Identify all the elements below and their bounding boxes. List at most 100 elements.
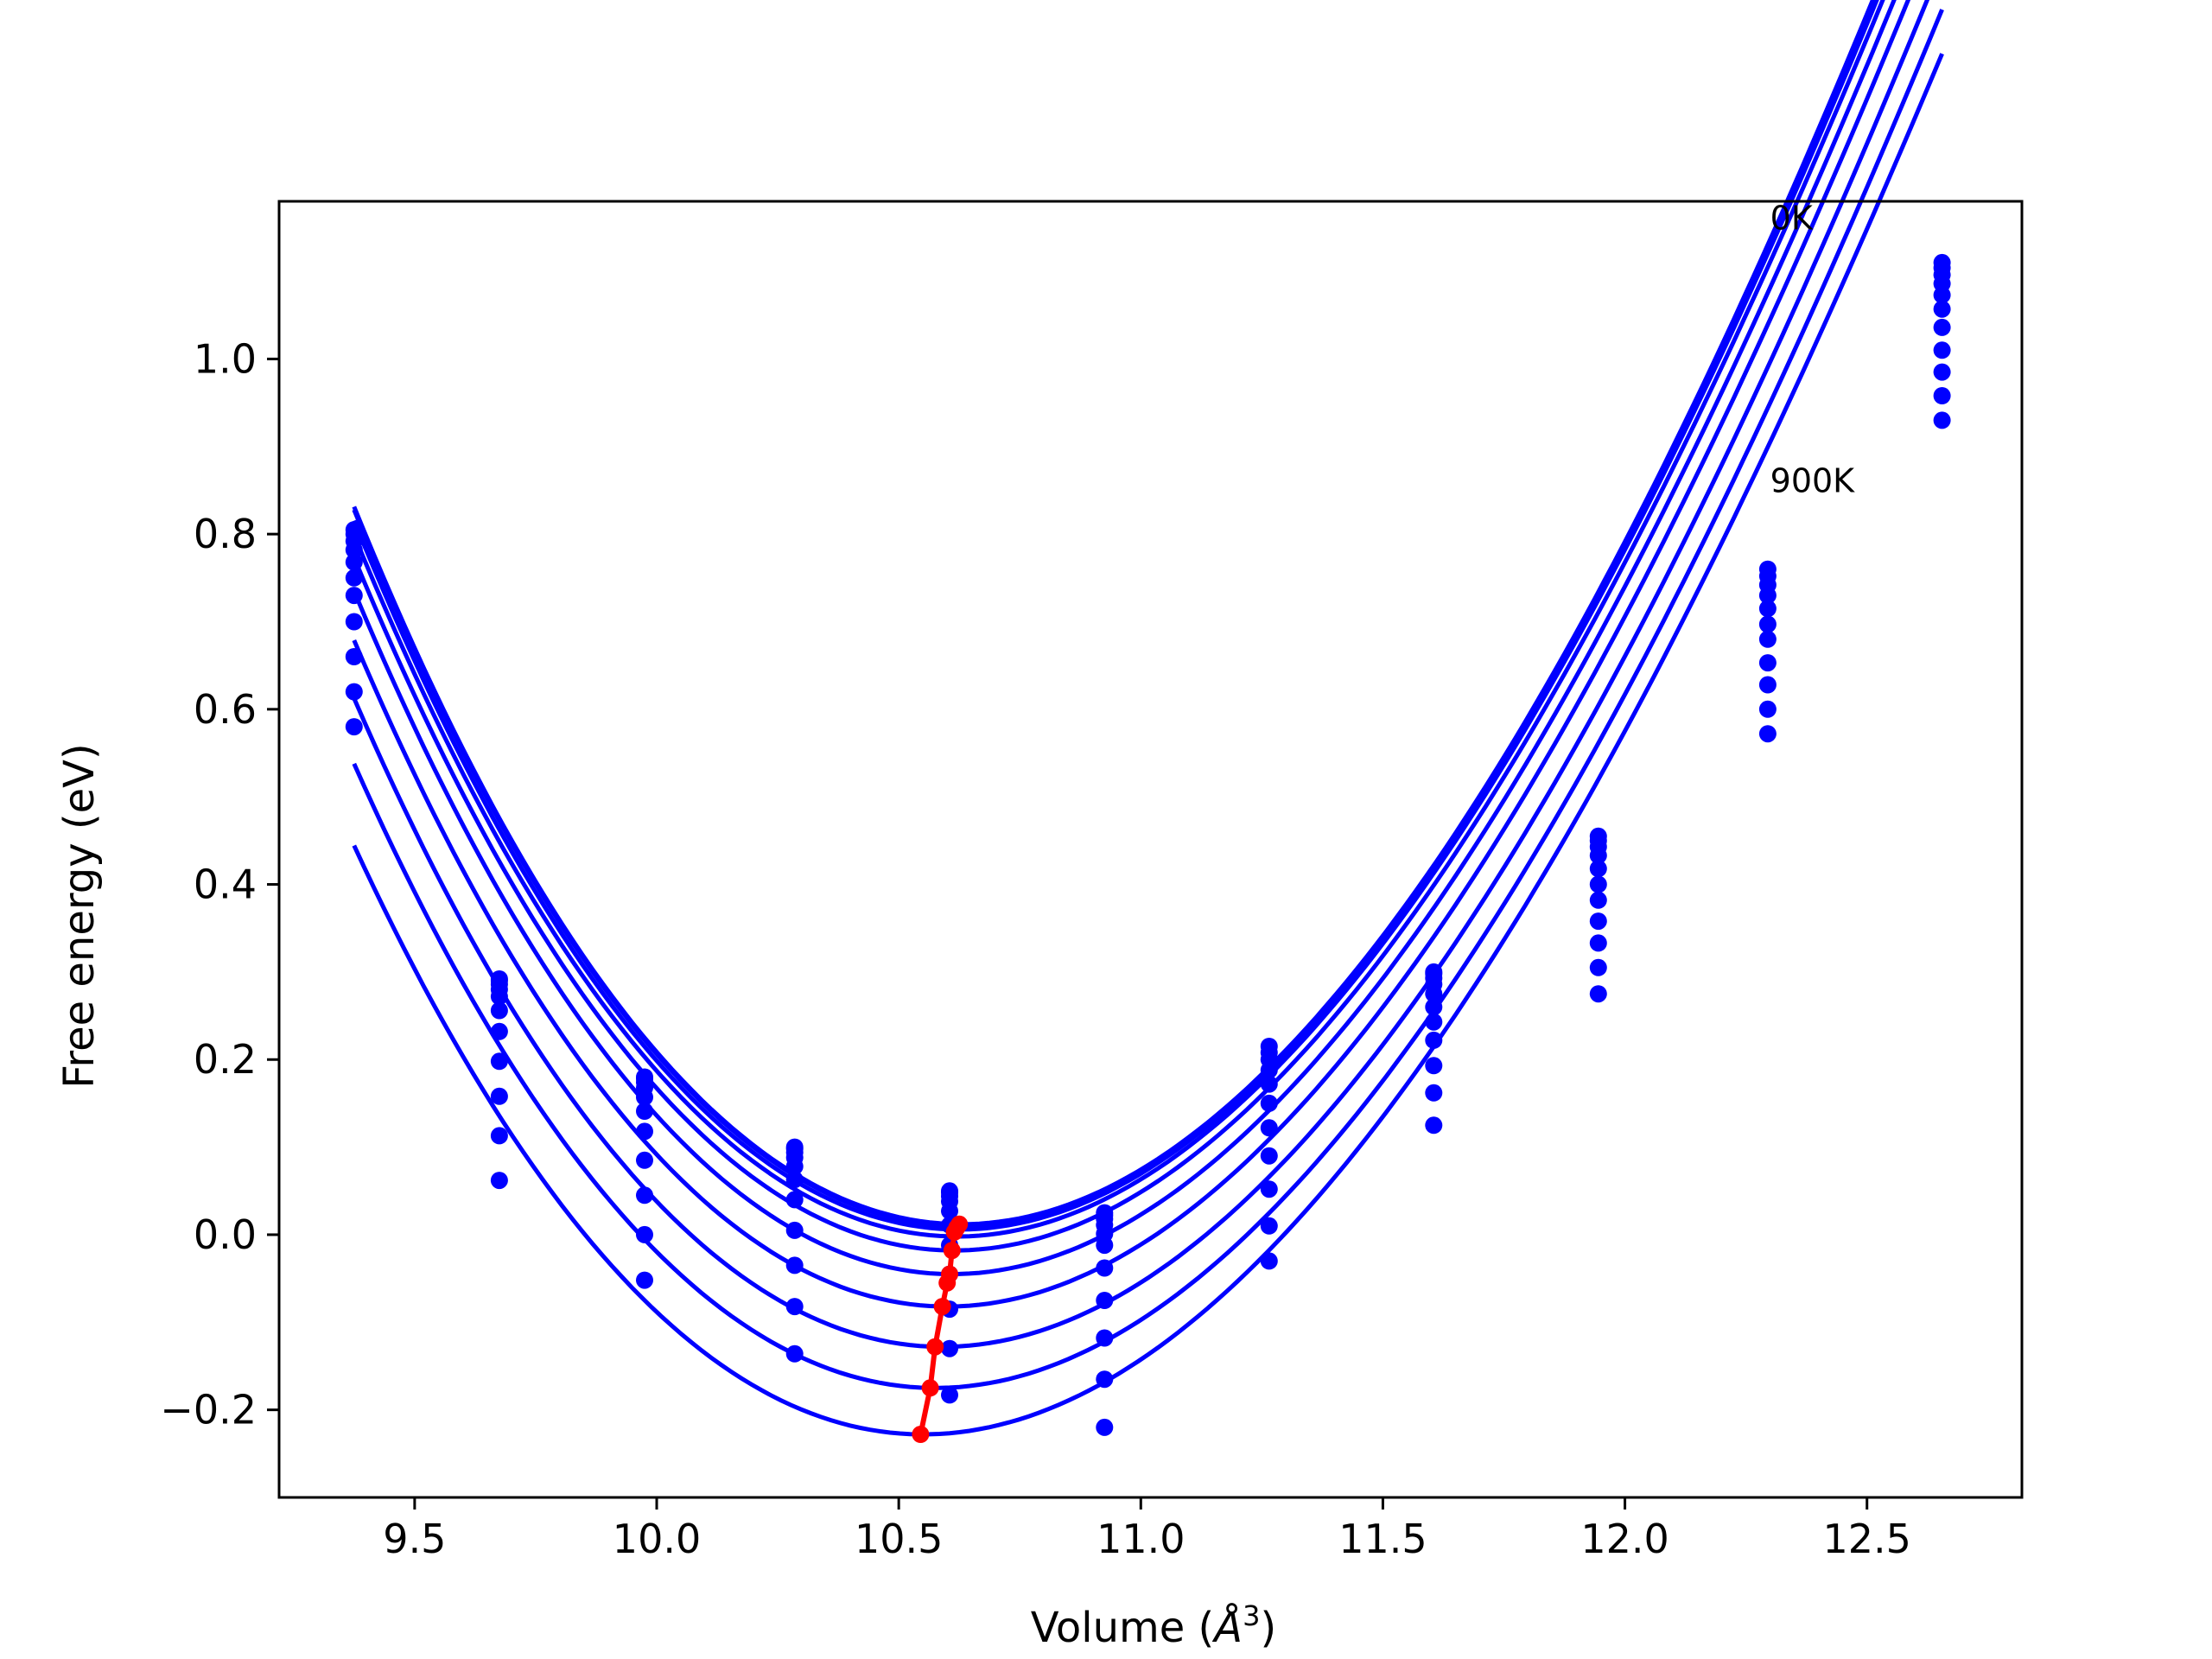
fit-curve-7: [352, 0, 1930, 1350]
data-point-10-4: [941, 1386, 958, 1404]
x-ticks: 9.5 10.0 10.5 11.0 11.5 12.0 12.5: [383, 1497, 1911, 1562]
data-point-8-9: [1758, 676, 1777, 694]
data-point-6-2: [636, 1122, 653, 1141]
y-tick-label-5: 0.8: [194, 511, 257, 557]
fit-curve-5: [352, 0, 1897, 1277]
data-point-5-0: [345, 569, 363, 587]
data-point-10-0: [345, 718, 363, 736]
annotation-1: 900K: [1770, 461, 1856, 499]
axes: [277, 200, 2024, 1499]
data-point-4-8: [1589, 860, 1607, 878]
data-point-7-5: [1096, 1292, 1114, 1309]
data-point-10-5: [1096, 1418, 1114, 1436]
data-point-9-0: [345, 683, 363, 701]
data-point-10-9: [1758, 725, 1777, 743]
minimum-point-2: [945, 1223, 963, 1241]
data-point-5-1: [490, 1001, 508, 1020]
data-point-9-8: [1589, 958, 1607, 976]
data-point-4-2: [636, 1088, 653, 1106]
data-point-7-2: [636, 1151, 653, 1169]
minimum-point-9: [912, 1426, 930, 1443]
data-point-8-3: [785, 1256, 804, 1274]
data-point-6-6: [1260, 1119, 1278, 1137]
data-point-7-7: [1425, 1031, 1443, 1049]
data-point-6-1: [490, 1022, 508, 1040]
minimum-point-3: [943, 1242, 961, 1260]
data-point-5-3: [785, 1171, 804, 1189]
data-point-7-3: [785, 1221, 804, 1239]
data-point-7-6: [1260, 1147, 1278, 1165]
data-point-10-8: [1589, 985, 1607, 1003]
data-point-6-3: [785, 1191, 804, 1209]
data-point-4-6: [1260, 1075, 1278, 1093]
data-point-4-0: [345, 553, 363, 571]
data-point-9-7: [1425, 1084, 1443, 1102]
data-point-9-10: [1933, 387, 1951, 404]
data-point-3-9: [1758, 587, 1777, 605]
data-point-6-7: [1425, 1013, 1443, 1031]
data-point-10-2: [636, 1271, 653, 1289]
data-point-8-0: [345, 648, 363, 665]
data-point-4-7: [1425, 985, 1443, 1003]
y-tick-label-4: 0.6: [194, 686, 257, 733]
data-point-10-1: [490, 1172, 508, 1190]
data-point-7-9: [1758, 654, 1777, 672]
data-point-5-10: [1933, 300, 1951, 318]
data-point-10-10: [1933, 411, 1951, 429]
data-point-5-2: [636, 1103, 653, 1120]
data-point-7-0: [345, 613, 363, 631]
x-tick-label-4: 11.5: [1338, 1516, 1427, 1562]
data-point-8-10: [1933, 363, 1951, 381]
minimum-point-5: [938, 1274, 957, 1292]
fit-curve-4: [352, 0, 1885, 1253]
data-point-4-1: [490, 988, 508, 1006]
data-point-8-1: [490, 1087, 508, 1105]
data-point-5-8: [1589, 875, 1607, 893]
data-point-9-3: [785, 1298, 804, 1316]
data-point-6-8: [1589, 891, 1607, 909]
fit-curve-3: [352, 0, 1879, 1239]
data-point-8-2: [636, 1186, 653, 1205]
annotation-0: 0K: [1770, 199, 1814, 237]
data-point-9-4: [941, 1339, 958, 1357]
data-point-4-9: [1758, 600, 1777, 618]
data-point-9-5: [1096, 1370, 1114, 1389]
data-point-9-2: [636, 1225, 653, 1243]
data-point-4-3: [785, 1157, 804, 1175]
data-point-7-8: [1589, 912, 1607, 931]
data-point-9-6: [1260, 1217, 1278, 1235]
data-points: [345, 253, 1951, 1436]
y-tick-label-0: −0.2: [160, 1387, 257, 1433]
data-point-5-6: [1260, 1094, 1278, 1112]
data-point-10-7: [1425, 1116, 1443, 1135]
data-point-8-6: [1260, 1180, 1278, 1198]
data-point-5-9: [1758, 615, 1777, 633]
data-point-7-1: [490, 1052, 508, 1071]
x-tick-label-2: 10.5: [855, 1516, 943, 1562]
data-point-4-4: [941, 1202, 958, 1220]
fit-curve-6: [352, 0, 1911, 1309]
x-tick-label-3: 11.0: [1096, 1516, 1185, 1562]
data-point-5-5: [1096, 1236, 1114, 1255]
data-point-9-1: [490, 1127, 508, 1145]
y-tick-label-3: 0.4: [194, 861, 257, 908]
data-point-3-0: [345, 541, 363, 559]
data-point-6-10: [1933, 318, 1951, 336]
x-tick-label-1: 10.0: [613, 1516, 701, 1562]
minimum-point-8: [921, 1379, 939, 1397]
data-point-3-6: [1260, 1061, 1278, 1079]
minimum-point-6: [933, 1298, 951, 1316]
annotations: 0K 900K: [1770, 199, 1856, 499]
data-point-6-0: [345, 587, 363, 605]
x-tick-label-5: 12.0: [1580, 1516, 1669, 1562]
y-tick-label-2: 0.2: [194, 1036, 257, 1083]
minimum-point-7: [926, 1338, 944, 1356]
fit-curve-8: [352, 9, 1944, 1390]
plot-frame: [277, 200, 2024, 1499]
data-point-4-10: [1933, 286, 1951, 304]
data-point-8-7: [1425, 1057, 1443, 1075]
y-tick-label-1: 0.0: [194, 1211, 257, 1258]
data-point-10-3: [785, 1344, 804, 1363]
